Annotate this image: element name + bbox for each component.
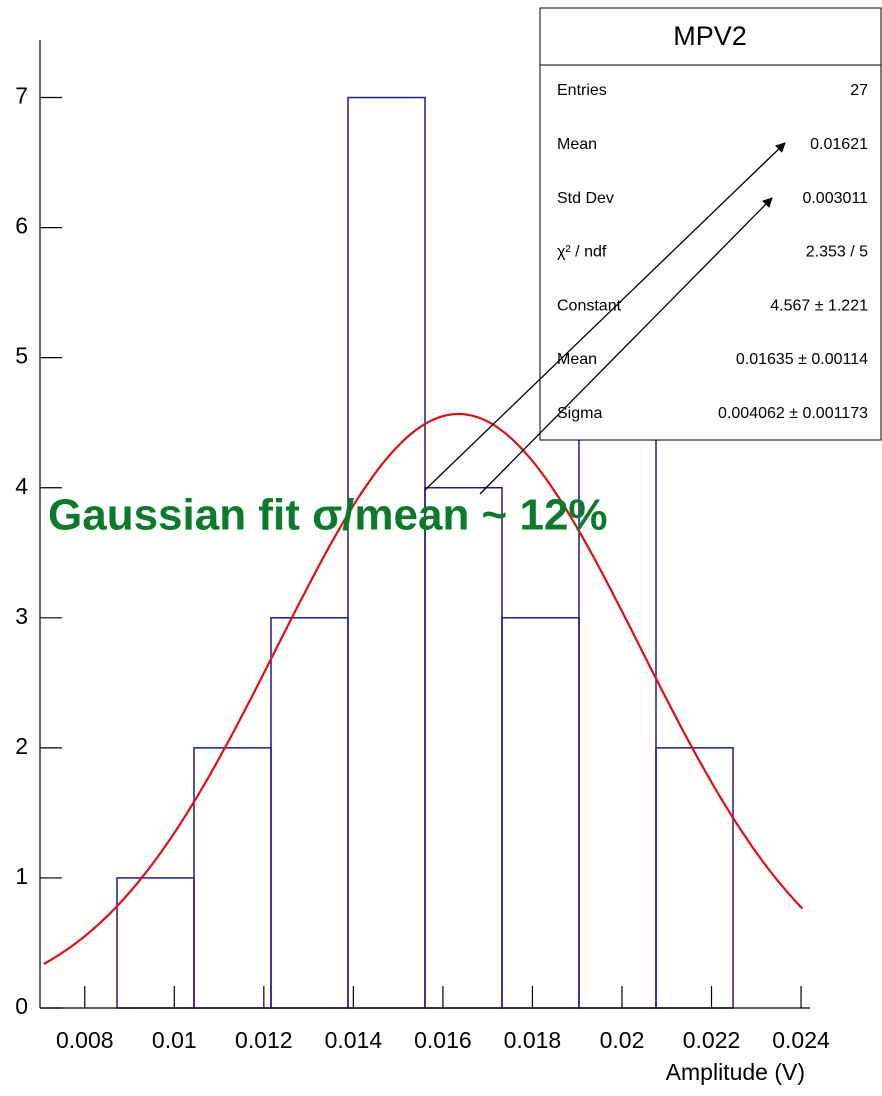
y-tick-label: 2: [15, 733, 28, 759]
plot-area: 0 1 2 3 4 5 6 7 0.008 0.01 0.012 0.014 0.016 0.018 0.0…: [15, 40, 830, 1053]
y-tick-label: 0: [15, 993, 28, 1019]
bar: [116, 877, 195, 1009]
stats-label: Constant: [557, 297, 622, 314]
y-tick-label: 6: [15, 213, 28, 239]
stats-label: Mean: [557, 351, 597, 368]
y-tick-label: 7: [15, 83, 28, 109]
bar: [578, 356, 657, 1009]
x-tick-label: 0.022: [683, 1027, 741, 1053]
stats-frame: [539, 7, 882, 441]
stats-label: χ² / ndf: [557, 244, 607, 261]
bar: [193, 747, 272, 1009]
stats-value: 0.01621: [810, 136, 868, 153]
bar: [347, 96, 426, 1009]
bar: [270, 617, 349, 1009]
stats-label: Sigma: [557, 405, 602, 422]
annotation: Gaussian fit σ/mean ~ 12%: [48, 491, 608, 540]
stats-value: 27: [850, 82, 868, 99]
y-tick-label: 3: [15, 603, 28, 629]
stats-value: 2.353 / 5: [806, 244, 868, 261]
x-tick-label: 0.014: [325, 1027, 383, 1053]
stats-value: 0.01635 ± 0.00114: [736, 351, 868, 368]
bar: [655, 747, 734, 1009]
stats-title: MPV2: [673, 21, 747, 51]
bar: [424, 486, 503, 1009]
stats-value: 0.004062 ± 0.001173: [718, 405, 868, 422]
stats-box: MPV2 Entries 27 Mean 0.01621 Std Dev 0.003011…: [539, 7, 882, 441]
stats-label: Entries: [557, 82, 607, 99]
stats-value: 0.003011: [802, 190, 868, 207]
stats-value: 4.567 ± 1.221: [770, 297, 868, 314]
x-tick-label: 0.01: [152, 1027, 197, 1053]
arrow: [424, 142, 786, 491]
y-tick-label: 5: [15, 343, 28, 369]
x-tick-label: 0.008: [56, 1027, 114, 1053]
arrow: [479, 197, 773, 495]
fit-curve: [43, 412, 804, 965]
y-tick-label: 4: [15, 473, 28, 499]
x-tick-label: 0.018: [504, 1027, 562, 1053]
stats-label: Std Dev: [557, 190, 614, 207]
x-tick-label: 0.024: [772, 1027, 830, 1053]
bar: [501, 617, 580, 1009]
x-tick-label: 0.012: [235, 1027, 293, 1053]
stats-label: Mean: [557, 136, 597, 153]
x-tick-label: 0.02: [600, 1027, 645, 1053]
y-tick-label: 1: [15, 863, 28, 889]
x-tick-label: 0.016: [414, 1027, 472, 1053]
x-axis-label: Amplitude (V): [666, 1059, 805, 1085]
